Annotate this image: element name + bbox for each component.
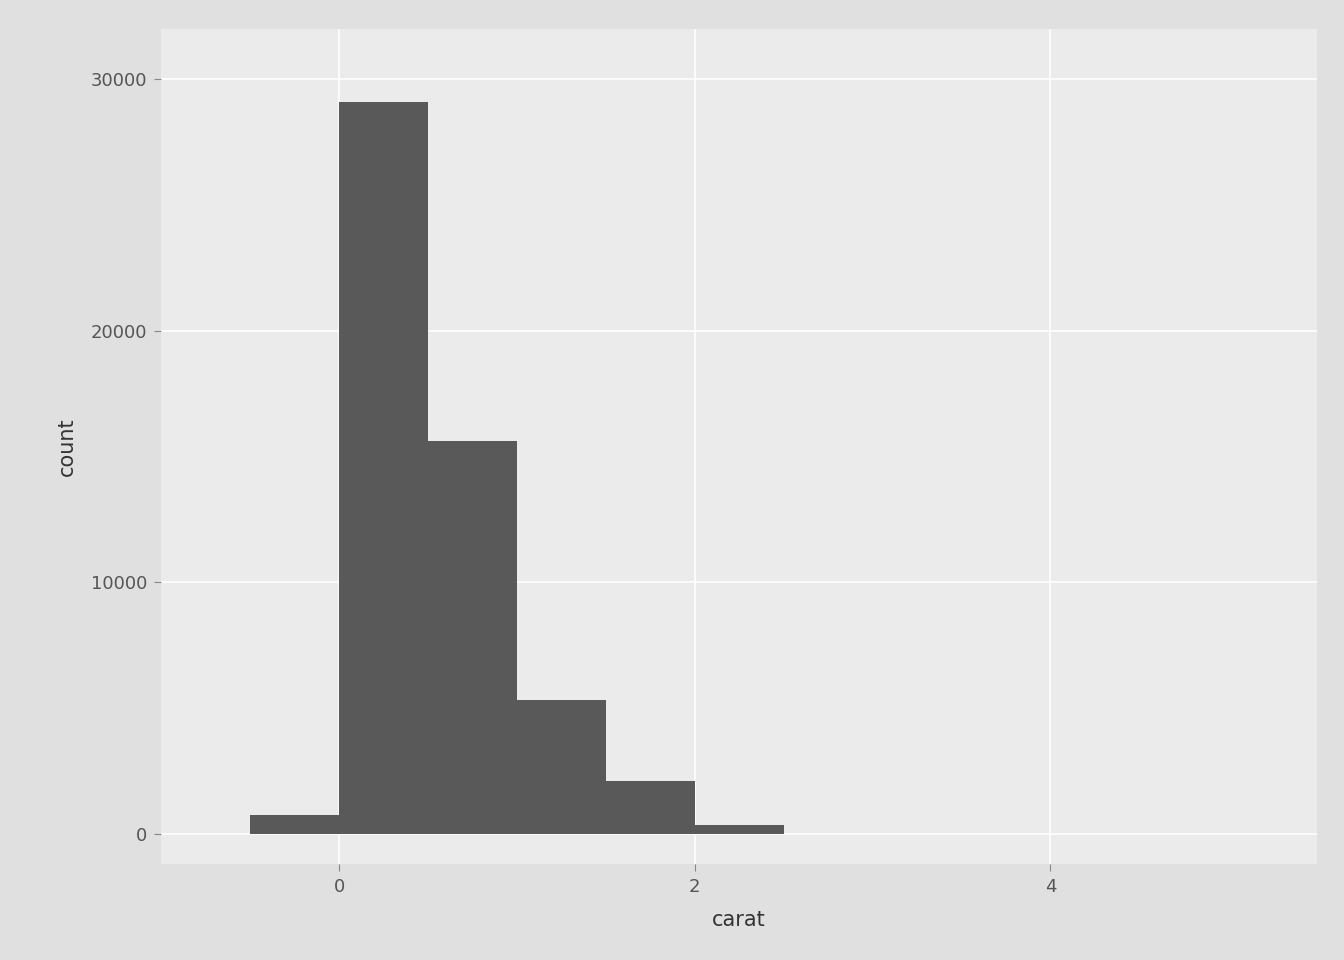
Bar: [517, 701, 606, 834]
Bar: [339, 102, 427, 834]
X-axis label: carat: carat: [712, 910, 766, 930]
Bar: [427, 442, 517, 834]
Bar: [250, 815, 339, 834]
Bar: [695, 825, 784, 834]
Bar: [606, 781, 695, 834]
Y-axis label: count: count: [56, 417, 77, 476]
